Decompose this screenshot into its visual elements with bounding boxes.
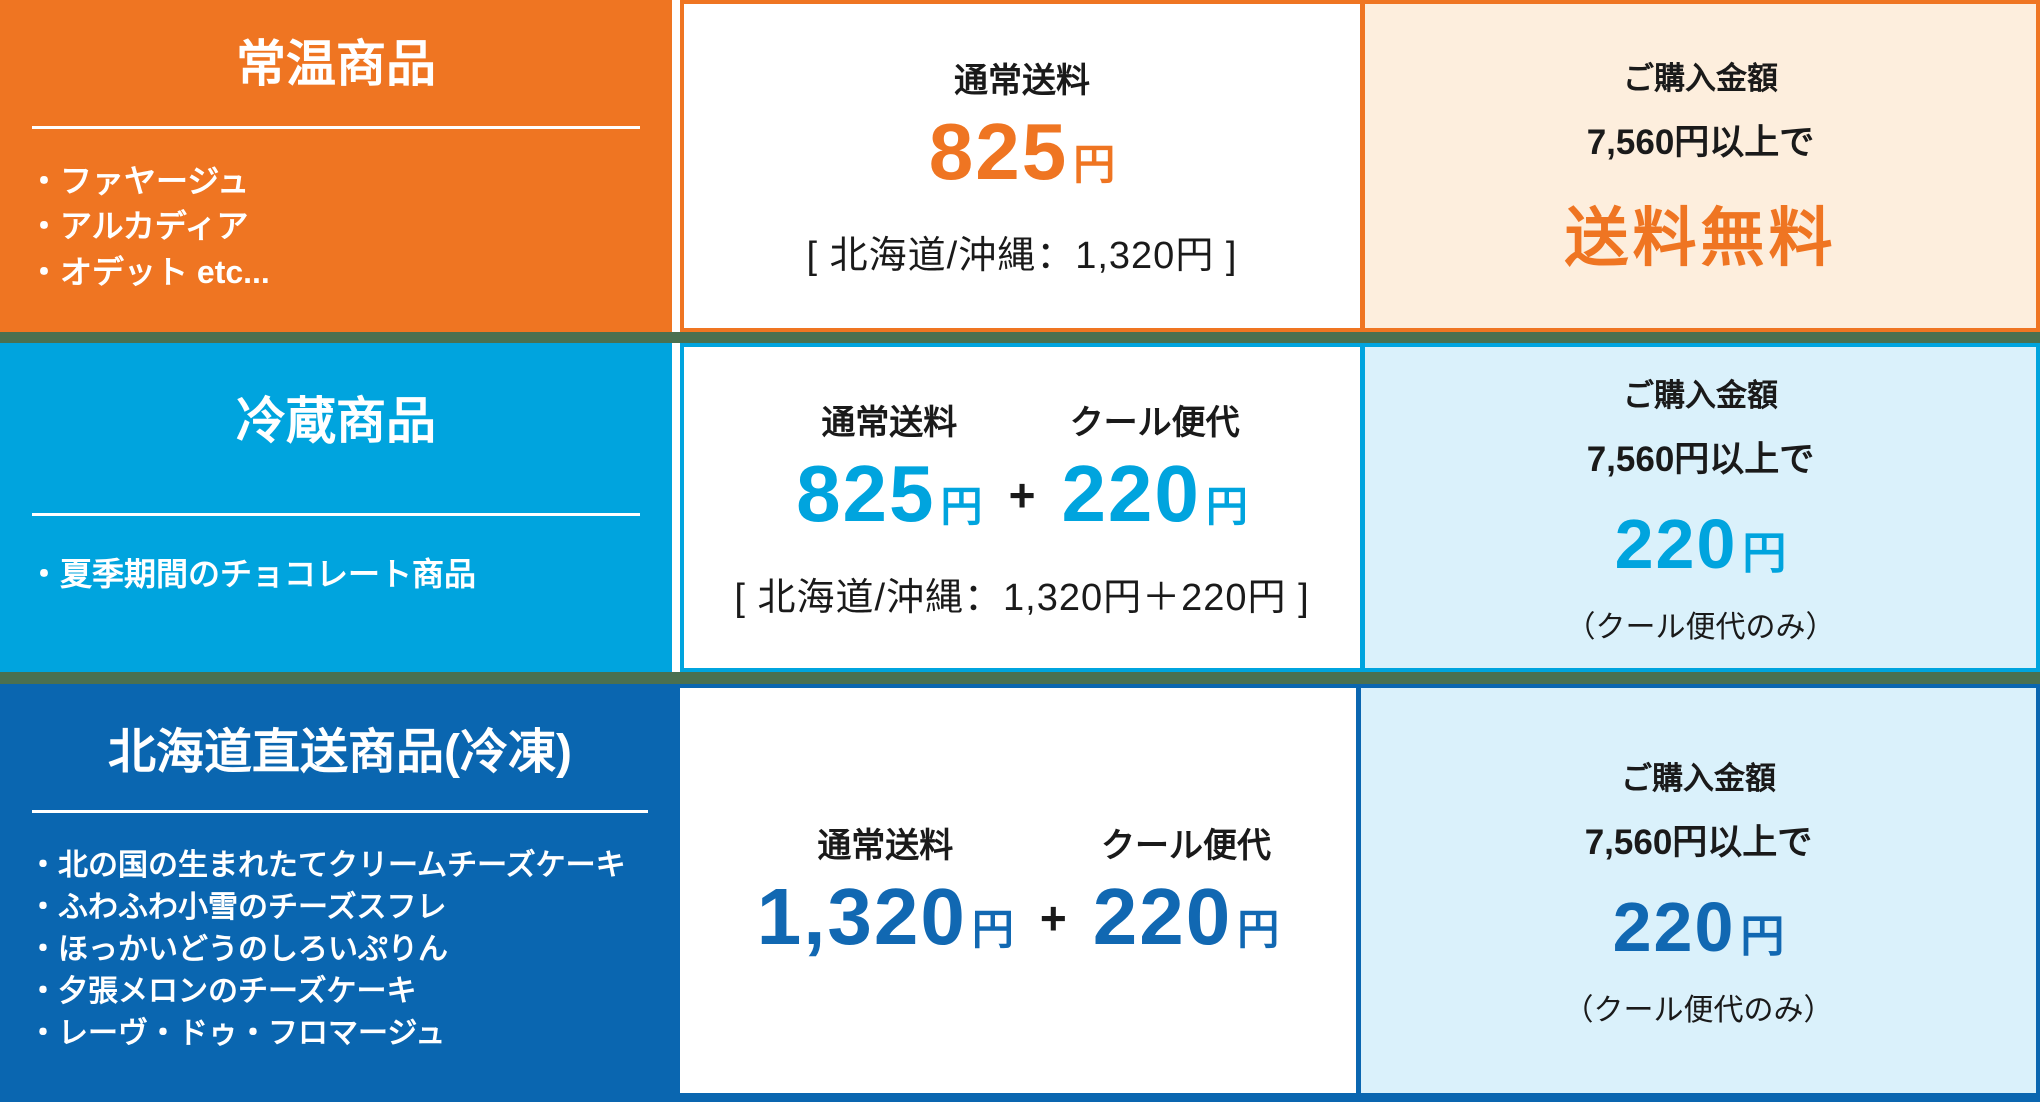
promo-highlight: 220 円	[1613, 887, 1785, 967]
price-unit: 円	[1237, 906, 1280, 953]
promo-amount: 220	[1614, 504, 1738, 583]
promo-note: （クール便代のみ）	[1565, 610, 1836, 644]
price-label: 通常送料	[821, 403, 958, 442]
list-item: ・ふわふわ小雪のチーズスフレ	[28, 890, 447, 924]
category-item-list: ・北の国の生まれたてクリームチーズケーキ ・ふわふわ小雪のチーズスフレ ・ほっか…	[0, 845, 680, 1055]
category-cell-ambient: 常温商品 ・ファヤージュ ・アルカディア ・オデット etc...	[0, 0, 672, 332]
promo-amount: 220	[1612, 887, 1736, 966]
shipping-cost-cell: 通常送料 825 円 + クール便代 220 円 [ 北海道/沖縄：1,320円＋2…	[684, 347, 1360, 668]
price-value: 220 円	[1093, 871, 1280, 963]
price-label: 通常送料	[817, 827, 954, 865]
price-label: クール便代	[1069, 403, 1240, 442]
category-item-list: ・夏季期間のチョコレート商品	[0, 552, 672, 597]
plus-sign: +	[1008, 468, 1036, 521]
price-value: 825 円	[929, 106, 1116, 198]
list-item: ・夕張メロンのチーズケーキ	[28, 974, 417, 1008]
row-frame: 通常送料 1,320 円 + クール便代 220 円 ご購入金額 7,560円以上で…	[680, 684, 2040, 1102]
row-separator	[0, 672, 2040, 684]
category-underline	[32, 126, 640, 129]
price-unit: 円	[1073, 141, 1116, 188]
row-frame: 通常送料 825 円 [ 北海道/沖縄：1,320円 ] ご購入金額 7,560円…	[680, 0, 2040, 332]
promo-heading: ご購入金額	[1623, 377, 1778, 413]
promo-threshold: 7,560円以上で	[1584, 822, 1813, 862]
price-group-cool: クール便代 220 円	[1093, 818, 1280, 963]
column-gap	[672, 0, 680, 332]
regional-surcharge-note: [ 北海道/沖縄：1,320円＋220円 ]	[734, 576, 1310, 619]
price-value: 825 円	[796, 448, 983, 540]
list-item: ・北の国の生まれたてクリームチーズケーキ	[28, 848, 626, 882]
category-cell-refrigerated: 冷蔵商品 ・夏季期間のチョコレート商品	[0, 343, 672, 672]
shipping-cost-cell: 通常送料 1,320 円 + クール便代 220 円	[680, 688, 1356, 1093]
price-unit: 円	[1205, 482, 1248, 530]
promo-threshold: 7,560円以上で	[1586, 439, 1815, 479]
price-label: クール便代	[1101, 827, 1272, 865]
price-amount: 220	[1092, 872, 1233, 961]
row-frame: 通常送料 825 円 + クール便代 220 円 [ 北海道/沖縄：1,320円＋2…	[680, 343, 2040, 672]
price-unit: 円	[971, 906, 1014, 953]
shipping-cost-cell: 通常送料 825 円 [ 北海道/沖縄：1,320円 ]	[684, 4, 1360, 328]
list-item: ・ほっかいどうのしろいぷりん	[28, 932, 448, 966]
category-item-list: ・ファヤージュ ・アルカディア ・オデット etc...	[0, 159, 672, 295]
promo-threshold: 7,560円以上で	[1586, 123, 1815, 162]
row-refrigerated-products: 冷蔵商品 ・夏季期間のチョコレート商品 通常送料 825 円 + クール便代 22…	[0, 343, 2040, 672]
price-amount: 825	[796, 448, 936, 538]
price-label: 通常送料	[954, 62, 1090, 100]
promo-note: （クール便代のみ）	[1563, 993, 1834, 1027]
price-value: 1,320 円	[757, 871, 1014, 963]
list-item: ・オデット etc...	[28, 253, 270, 290]
regional-surcharge-note: [ 北海道/沖縄：1,320円 ]	[806, 235, 1238, 277]
promo-cell: ご購入金額 7,560円以上で 送料無料	[1365, 4, 2036, 328]
promo-highlight: 送料無料	[1565, 187, 1837, 279]
cell-divider	[1360, 4, 1365, 328]
promo-cell: ご購入金額 7,560円以上で 220 円 （クール便代のみ）	[1365, 347, 2036, 668]
category-title: 常温商品	[236, 36, 436, 92]
category-underline	[32, 809, 648, 813]
row-separator	[0, 332, 2040, 343]
price-group-standard: 通常送料 1,320 円	[757, 818, 1014, 963]
category-title: 冷蔵商品	[236, 393, 436, 449]
category-underline	[32, 513, 640, 516]
price-amount: 220	[1061, 448, 1201, 538]
cell-divider	[1356, 688, 1361, 1093]
promo-unit: 円	[1742, 528, 1787, 578]
price-groups: 通常送料 825 円	[929, 53, 1116, 198]
price-amount: 825	[928, 107, 1069, 196]
promo-heading: ご購入金額	[1621, 760, 1776, 796]
price-groups: 通常送料 1,320 円 + クール便代 220 円	[757, 818, 1280, 963]
list-item: ・夏季期間のチョコレート商品	[28, 556, 477, 592]
row-ambient-products: 常温商品 ・ファヤージュ ・アルカディア ・オデット etc... 通常送料 8…	[0, 0, 2040, 332]
price-group-standard: 通常送料 825 円	[929, 53, 1116, 198]
promo-amount: 送料無料	[1564, 202, 1837, 274]
column-gap	[672, 343, 680, 672]
list-item: ・ファヤージュ	[28, 163, 250, 199]
promo-cell: ご購入金額 7,560円以上で 220 円 （クール便代のみ）	[1361, 688, 2036, 1093]
category-title: 北海道直送商品(冷凍)	[108, 726, 572, 779]
price-groups: 通常送料 825 円 + クール便代 220 円	[796, 395, 1248, 540]
price-group-standard: 通常送料 825 円	[796, 395, 983, 540]
price-amount: 1,320	[756, 872, 967, 961]
promo-highlight: 220 円	[1615, 504, 1787, 584]
price-group-cool: クール便代 220 円	[1061, 395, 1248, 540]
list-item: ・アルカディア	[28, 208, 249, 245]
plus-sign: +	[1039, 892, 1067, 944]
price-unit: 円	[940, 482, 983, 530]
promo-heading: ご購入金額	[1623, 61, 1778, 96]
list-item: ・レーヴ・ドゥ・フロマージュ	[28, 1016, 446, 1050]
category-cell-frozen: 北海道直送商品(冷凍) ・北の国の生まれたてクリームチーズケーキ ・ふわふわ小雪…	[0, 684, 680, 1102]
row-hokkaido-frozen-products: 北海道直送商品(冷凍) ・北の国の生まれたてクリームチーズケーキ ・ふわふわ小雪…	[0, 684, 2040, 1102]
price-value: 220 円	[1061, 448, 1248, 540]
promo-unit: 円	[1740, 911, 1785, 961]
cell-divider	[1360, 347, 1365, 668]
